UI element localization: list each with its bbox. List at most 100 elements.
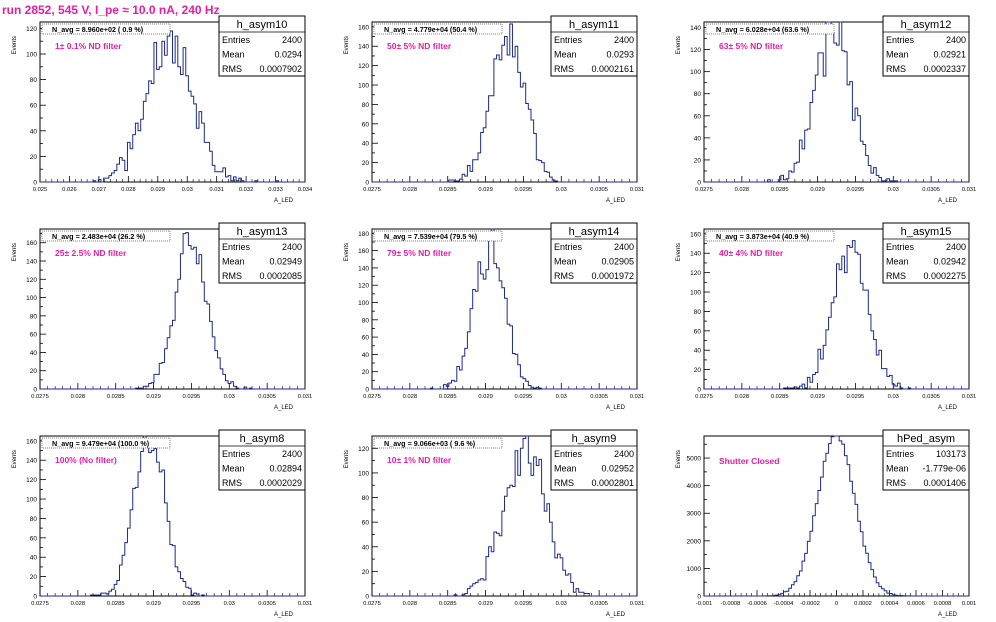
x-tick-label: 0.032 bbox=[239, 187, 254, 193]
navg-annotation: N_avg = 2.483e+04 (26.2 %) bbox=[41, 230, 171, 242]
x-tick-label: 0.03 bbox=[224, 601, 235, 607]
stats-value-entries: 103173 bbox=[936, 449, 966, 459]
navg-annotation: N_avg = 8.960e+02 ( 0.9 %) bbox=[41, 23, 171, 35]
navg-frame bbox=[705, 23, 835, 35]
x-tick-label: 0.0295 bbox=[515, 601, 533, 607]
stats-value-mean: 0.0294 bbox=[274, 50, 302, 60]
x-tick-label: 0.034 bbox=[298, 187, 313, 193]
histogram-title: h_asym12 bbox=[901, 19, 952, 31]
x-tick-label: 0.031 bbox=[298, 601, 313, 607]
stats-box-frame bbox=[550, 429, 638, 491]
navg-frame bbox=[373, 230, 503, 242]
x-tick-label: 0.028 bbox=[71, 601, 86, 607]
x-tick-label: 0.028 bbox=[71, 394, 86, 400]
navg-annotation: N_avg = 7.539e+04 (79.5 %) bbox=[373, 230, 503, 242]
stats-label-rms: RMS bbox=[222, 271, 242, 281]
y-tick-label: 60 bbox=[362, 335, 370, 342]
x-tick-label: 0.0285 bbox=[107, 601, 125, 607]
y-tick-label: 0 bbox=[33, 387, 37, 394]
filter-label: 63± 5% ND filter bbox=[719, 41, 784, 51]
stats-box-frame bbox=[882, 429, 970, 491]
stats-value-entries: 2400 bbox=[614, 449, 634, 459]
stats-label-entries: Entries bbox=[886, 35, 915, 45]
x-tick-label: 0.0305 bbox=[258, 394, 276, 400]
histogram-line bbox=[704, 240, 969, 390]
y-tick-label: 20 bbox=[30, 574, 38, 581]
x-tick-label: 0.0275 bbox=[363, 601, 381, 607]
y-tick-label: 20 bbox=[30, 368, 38, 375]
y-tick-label: 40 bbox=[362, 352, 370, 359]
y-tick-label: 100 bbox=[358, 300, 369, 307]
y-axis-title: Events bbox=[676, 450, 682, 468]
x-tick-label: 0.0002 bbox=[854, 601, 872, 607]
y-axis-title: Events bbox=[676, 243, 682, 261]
histogram-line bbox=[372, 23, 637, 183]
stats-box-frame bbox=[550, 15, 638, 77]
x-tick-label: 0.0305 bbox=[922, 394, 940, 400]
x-tick-label: 0.0295 bbox=[183, 601, 201, 607]
x-tick-label: 0.0305 bbox=[590, 187, 608, 193]
x-tick-label: 0.031 bbox=[630, 187, 645, 193]
navg-annotation: N_avg = 4.779e+04 (50.4 %) bbox=[373, 23, 503, 35]
y-axis-title: Events bbox=[12, 450, 18, 468]
stats-label-mean: Mean bbox=[222, 464, 245, 474]
y-tick-label: 20 bbox=[362, 569, 370, 576]
y-tick-label: 0 bbox=[697, 180, 701, 187]
x-tick-label: 0.0275 bbox=[31, 394, 49, 400]
stats-label-rms: RMS bbox=[886, 64, 906, 74]
y-tick-label: 20 bbox=[694, 367, 702, 374]
x-tick-label: 0.0295 bbox=[183, 394, 201, 400]
x-tick-label: 0.0285 bbox=[439, 394, 457, 400]
x-axis-title: A_LED bbox=[938, 612, 958, 618]
x-tick-label: 0.029 bbox=[146, 394, 161, 400]
y-tick-label: 2000 bbox=[687, 538, 702, 545]
stats-value-rms: 0.0002029 bbox=[259, 478, 302, 488]
y-tick-label: 20 bbox=[694, 157, 702, 164]
y-tick-label: 120 bbox=[358, 283, 369, 290]
filter-label: 1± 0.1% ND filter bbox=[55, 41, 122, 51]
stats-value-mean: 0.0293 bbox=[606, 50, 634, 60]
y-tick-label: 100 bbox=[690, 69, 701, 76]
x-tick-label: 0.0295 bbox=[847, 187, 865, 193]
histogram-pad-h_asym8: 0 20 40 60 80 100 120 140 160 0.0275 0.028 0.0285 0.… bbox=[12, 429, 313, 618]
x-tick-label: 0.031 bbox=[630, 394, 645, 400]
navg-annotation: N_avg = 6.028e+04 (63.6 %) bbox=[705, 23, 835, 35]
filter-label: 50± 5% ND filter bbox=[387, 41, 452, 51]
x-tick-label: 0.0285 bbox=[439, 187, 457, 193]
stats-label-rms: RMS bbox=[886, 478, 906, 488]
x-tick-label: 0.027 bbox=[92, 187, 107, 193]
y-tick-label: 120 bbox=[358, 446, 369, 453]
y-tick-label: 180 bbox=[358, 231, 369, 238]
stats-box: h_asym10 Entries 2400 Mean 0.0294 RMS 0.000790… bbox=[218, 15, 306, 77]
histogram-title: h_asym14 bbox=[569, 226, 620, 238]
stats-label-rms: RMS bbox=[554, 478, 574, 488]
navg-frame bbox=[41, 230, 171, 242]
stats-label-mean: Mean bbox=[886, 464, 909, 474]
x-tick-label: 0.029 bbox=[810, 187, 825, 193]
histogram-line bbox=[40, 435, 305, 597]
y-tick-label: 60 bbox=[362, 121, 370, 128]
x-tick-label: 0.028 bbox=[735, 394, 750, 400]
stats-label-entries: Entries bbox=[222, 449, 251, 459]
y-tick-label: 140 bbox=[690, 251, 701, 258]
x-tick-label: 0.0008 bbox=[934, 601, 952, 607]
x-axis-title: A_LED bbox=[606, 405, 626, 411]
stats-label-mean: Mean bbox=[886, 50, 909, 60]
histogram-line bbox=[40, 232, 305, 390]
stats-value-rms: 0.0002801 bbox=[591, 478, 634, 488]
x-tick-label: 0.029 bbox=[478, 601, 493, 607]
stats-box: h_asym15 Entries 2400 Mean 0.02942 RMS 0.00022… bbox=[882, 222, 970, 284]
x-tick-label: 0.029 bbox=[478, 187, 493, 193]
x-tick-label: 0.0004 bbox=[881, 601, 900, 607]
navg-label: N_avg = 7.539e+04 (79.5 %) bbox=[384, 232, 478, 241]
x-tick-label: 0.0275 bbox=[363, 394, 381, 400]
plot-frame bbox=[39, 228, 306, 390]
stats-label-mean: Mean bbox=[554, 50, 577, 60]
y-tick-label: 40 bbox=[362, 141, 370, 148]
histogram-line bbox=[372, 435, 637, 597]
y-tick-label: 160 bbox=[358, 24, 369, 31]
stats-box: h_asym8 Entries 2400 Mean 0.02894 RMS 0.000202… bbox=[218, 429, 306, 491]
y-tick-label: 120 bbox=[26, 477, 37, 484]
x-tick-label: -0.0004 bbox=[774, 601, 794, 607]
stats-label-rms: RMS bbox=[222, 64, 242, 74]
